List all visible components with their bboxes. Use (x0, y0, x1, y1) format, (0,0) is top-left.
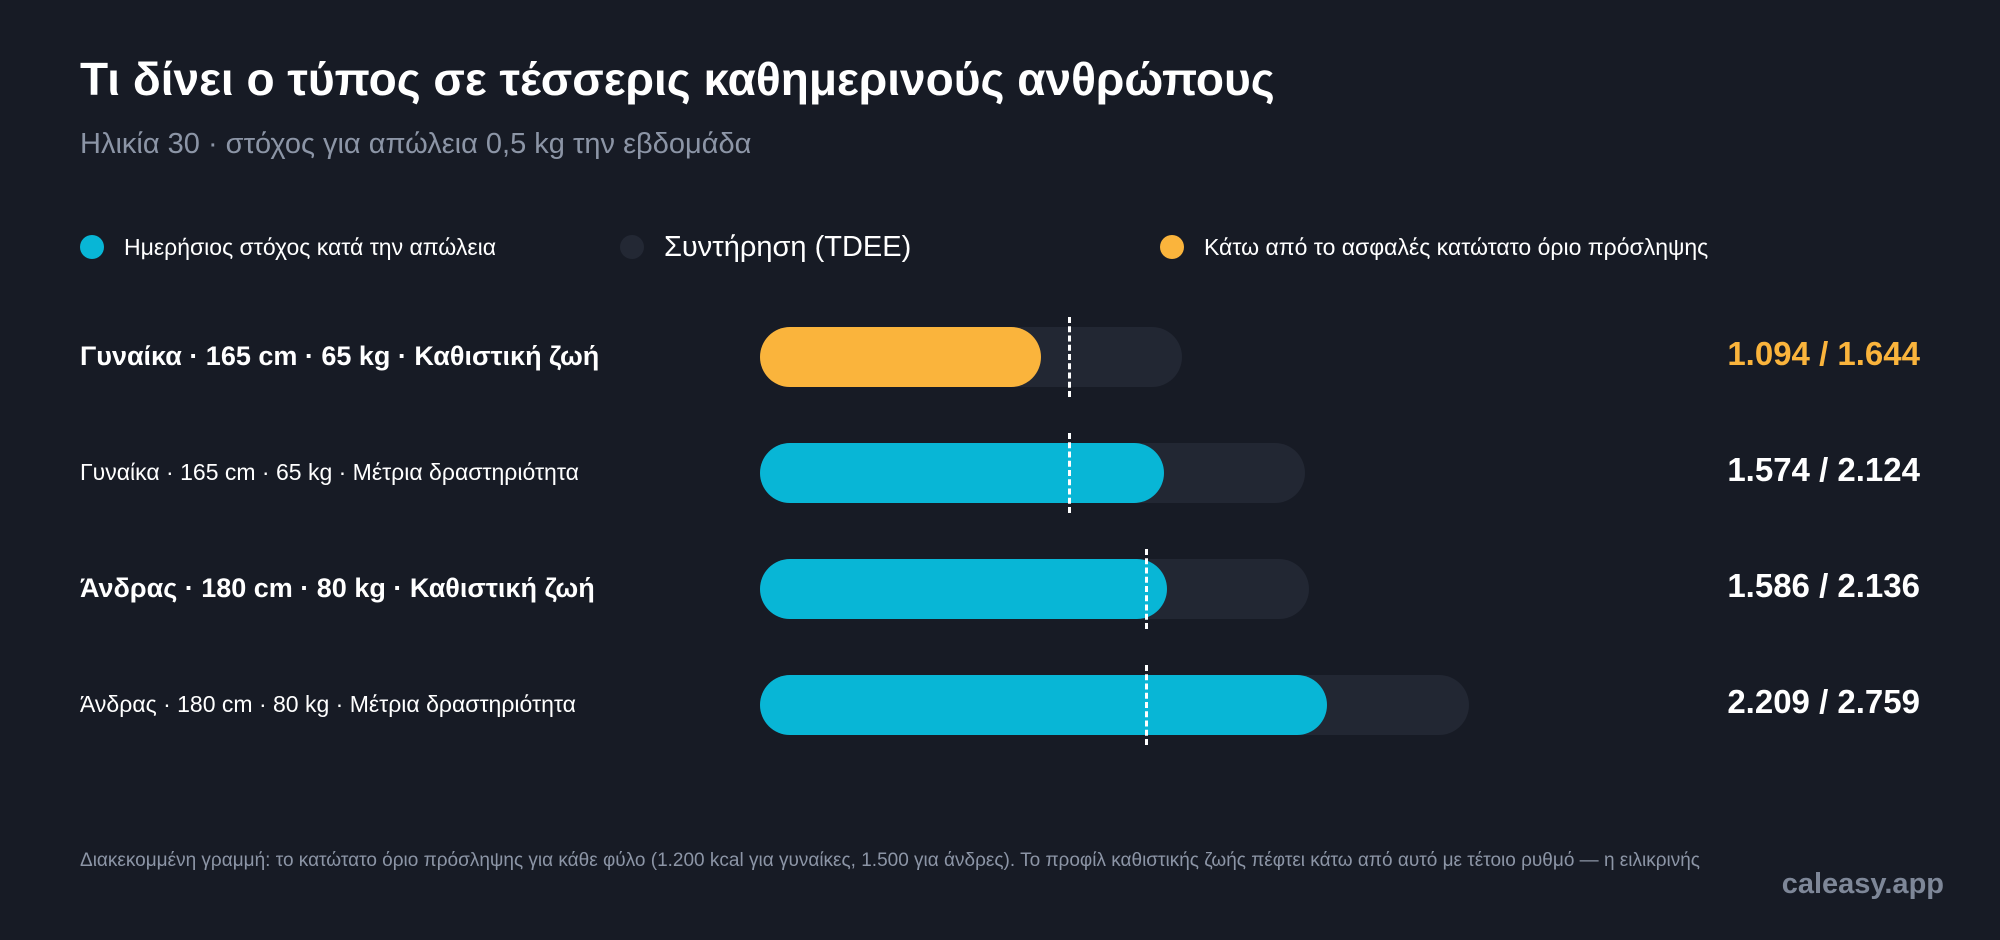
legend-label-target: Ημερήσιος στόχος κατά την απώλεια (124, 233, 496, 260)
legend-item-below-floor: Κάτω από το ασφαλές κατώτατο όριο πρόσλη… (1160, 232, 1708, 262)
brand-logo: caleasy.app (1781, 868, 1944, 900)
row-value-label: 1.574 / 2.124 (1727, 451, 1920, 488)
chart-subtitle: Ηλικία 30 · στόχος για απώλεια 0,5 kg τη… (80, 128, 752, 160)
floor-line (1145, 549, 1148, 629)
row-value-label: 2.209 / 2.759 (1727, 683, 1920, 720)
row-value-label: 1.586 / 2.136 (1727, 567, 1920, 604)
dark-dot-icon (620, 235, 644, 259)
target-bar (760, 675, 1327, 735)
legend-label-below-floor: Κάτω από το ασφαλές κατώτατο όριο πρόσλη… (1204, 233, 1709, 260)
target-bar (760, 443, 1164, 503)
amber-dot-icon (1160, 235, 1184, 259)
legend-label-maintenance: Συντήρηση (TDEE) (664, 230, 912, 263)
chart-title: Τι δίνει ο τύπος σε τέσσερις καθημερινού… (80, 53, 1275, 105)
row-label: Γυναίκα · 165 cm · 65 kg · Καθιστική ζωή (80, 340, 600, 371)
floor-line (1145, 665, 1148, 745)
floor-line (1068, 433, 1071, 513)
footnote: Διακεκομμένη γραμμή: το κατώτατο όριο πρ… (80, 850, 1700, 871)
legend-item-maintenance: Συντήρηση (TDEE) (620, 230, 912, 263)
target-bar (760, 327, 1041, 387)
row-value-label: 1.094 / 1.644 (1727, 335, 1920, 372)
row-label: Γυναίκα · 165 cm · 65 kg · Μέτρια δραστη… (80, 459, 579, 486)
target-bar (760, 559, 1167, 619)
cyan-dot-icon (80, 235, 104, 259)
floor-line (1068, 317, 1071, 397)
row-label: Άνδρας · 180 cm · 80 kg · Καθιστική ζωή (80, 572, 595, 603)
legend-item-target: Ημερήσιος στόχος κατά την απώλεια (80, 232, 496, 262)
row-label: Άνδρας · 180 cm · 80 kg · Μέτρια δραστηρ… (80, 691, 576, 718)
